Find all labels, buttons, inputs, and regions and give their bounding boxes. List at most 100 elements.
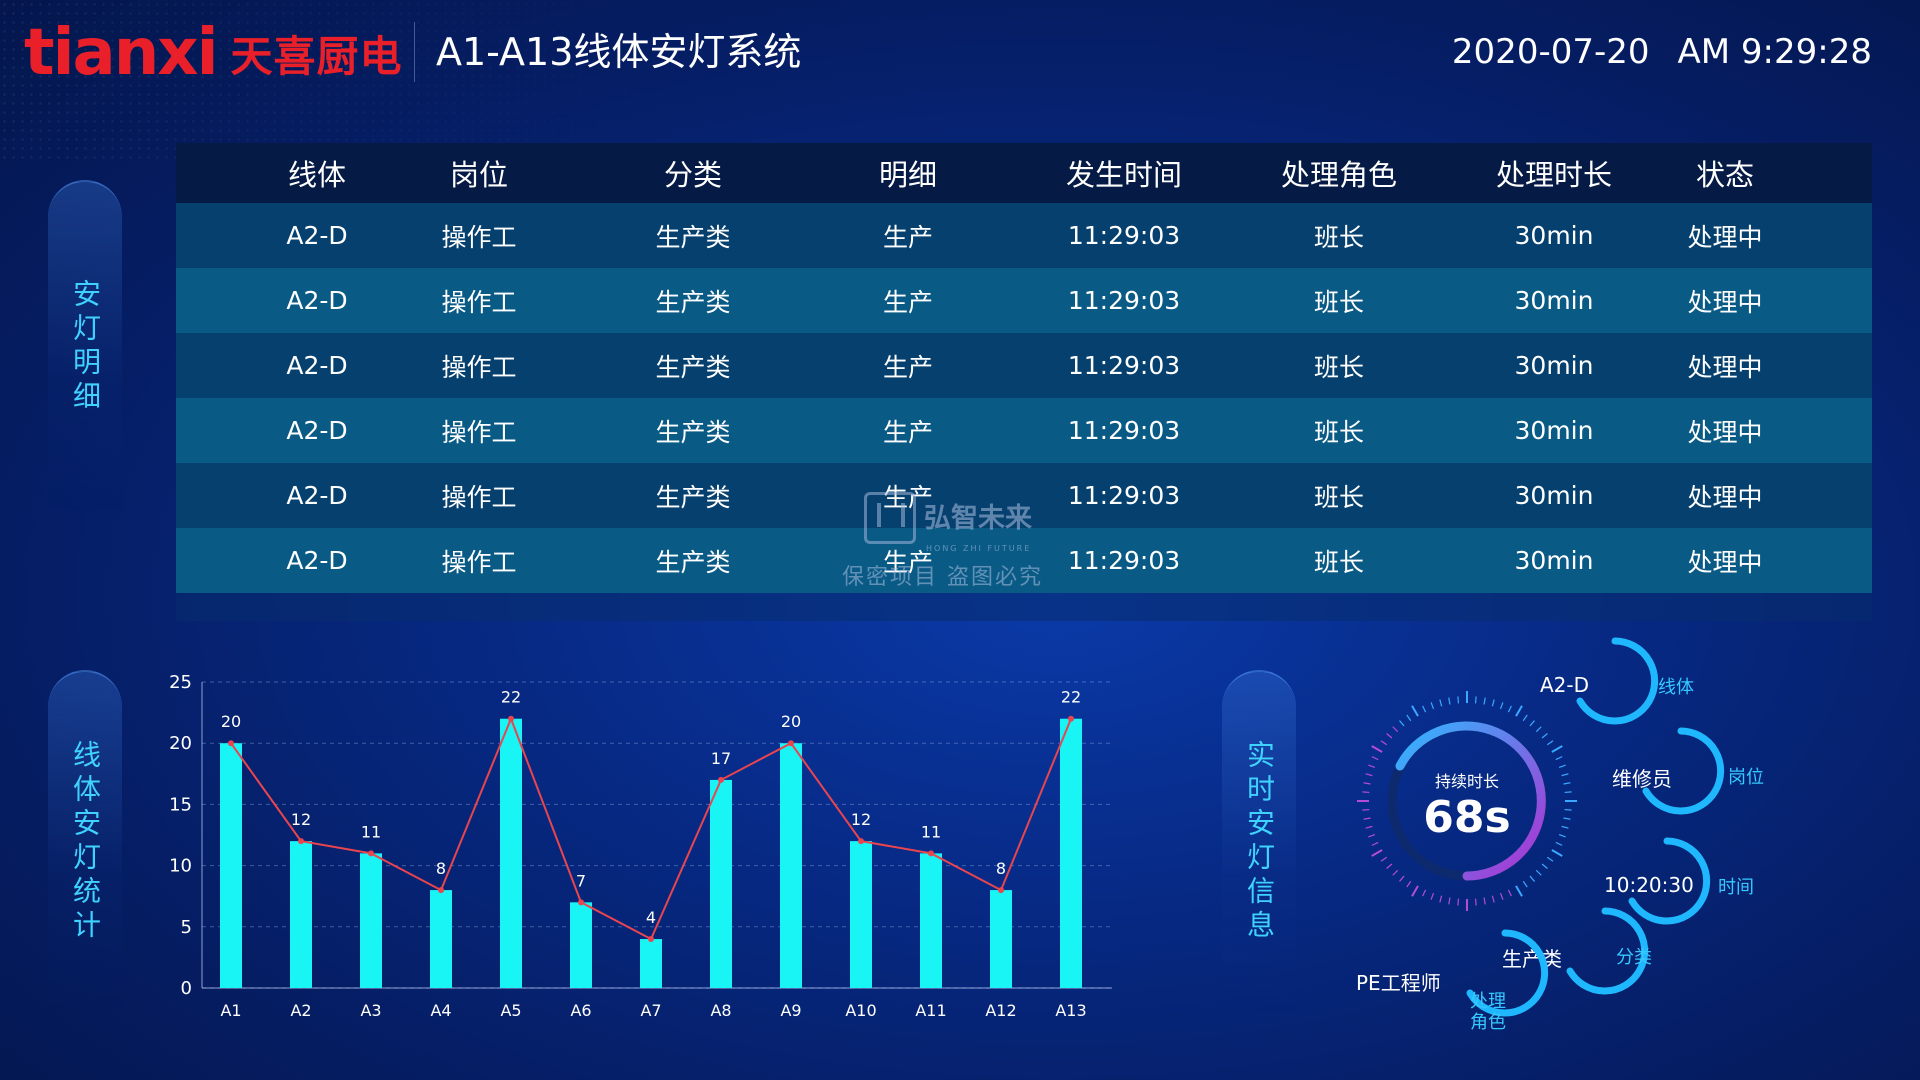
- cell-status: 处理中: [1687, 482, 1763, 512]
- cell-post: 操作工: [441, 417, 517, 447]
- chart-trend-point: [648, 936, 654, 943]
- gauge-tick: [1555, 756, 1563, 761]
- gauge-tick: [1535, 726, 1542, 733]
- logo-wordmark: tianxi: [24, 16, 218, 90]
- gauge-tick: [1541, 863, 1548, 869]
- gauge-tick: [1563, 817, 1571, 820]
- gauge-tick: [1368, 764, 1376, 769]
- date-text: 2020-07-20: [1451, 32, 1650, 72]
- chart-x-tick-label: A13: [1055, 1001, 1086, 1020]
- chart-data-label: 22: [501, 688, 521, 707]
- gauge-tick: [1561, 825, 1569, 829]
- cell-duration: 30min: [1514, 286, 1594, 315]
- column-header-detail: 明细: [878, 158, 937, 192]
- chart-bar: [290, 841, 312, 988]
- cell-status: 处理中: [1687, 352, 1763, 382]
- gauge-tick: [1491, 699, 1495, 707]
- cell-status: 处理中: [1687, 417, 1763, 447]
- cell-detail: 生产: [882, 547, 933, 577]
- table-row[interactable]: A2-D 操作工 生产类 生产 11:29:03 班长 30min 处理中: [176, 528, 1872, 593]
- cell-post: 操作工: [441, 352, 517, 382]
- gauge-tick: [1522, 714, 1528, 722]
- cell-line: A2-D: [286, 416, 348, 445]
- chart-data-label: 12: [291, 810, 311, 829]
- gauge-tick: [1564, 791, 1572, 794]
- duration-label: 持续时长: [1434, 772, 1499, 791]
- duration-value: 68s: [1423, 792, 1511, 843]
- cell-detail: 生产: [882, 352, 933, 382]
- cell-category: 生产类: [655, 547, 731, 577]
- cell-category: 生产类: [655, 417, 731, 447]
- column-header-occur-time: 发生时间: [1065, 158, 1182, 192]
- gauge-tick: [1551, 849, 1563, 857]
- ring-line: [1576, 637, 1659, 725]
- gauge-tick: [1371, 849, 1383, 857]
- table-row[interactable]: A2-D 操作工 生产类 生产 11:29:03 班长 30min 处理中: [176, 463, 1872, 528]
- chart-data-label: 20: [221, 712, 241, 731]
- realtime-role-value: PE工程师: [1356, 971, 1441, 995]
- cell-line: A2-D: [286, 481, 348, 510]
- chart-trend-point: [298, 838, 304, 845]
- gauge-tick: [1406, 714, 1412, 722]
- chart-bar: [430, 890, 452, 988]
- gauge-tick: [1368, 833, 1376, 838]
- cell-handler-role: 班长: [1313, 222, 1364, 252]
- gauge-tick: [1392, 726, 1399, 733]
- gauge-tick: [1399, 875, 1405, 882]
- realtime-post-caption: 岗位: [1728, 767, 1764, 788]
- gauge-tick: [1457, 898, 1460, 906]
- chart-bar: [220, 743, 242, 988]
- realtime-time-value: 10:20:30: [1604, 873, 1694, 897]
- side-label-realtime: 实时安灯信息: [1222, 670, 1296, 1012]
- gauge-tick: [1483, 697, 1486, 705]
- cell-category: 生产类: [655, 352, 731, 382]
- gauge-tick: [1430, 702, 1435, 710]
- page-title: A1-A13线体安灯系统: [436, 30, 802, 74]
- cell-duration: 30min: [1514, 546, 1594, 575]
- chart-x-tick-label: A2: [290, 1001, 311, 1020]
- duration-gauge: [1357, 691, 1577, 911]
- gauge-tick: [1365, 773, 1373, 777]
- side-label-stats: 线体安灯统计: [48, 670, 122, 1012]
- background-pattern: [0, 0, 760, 160]
- gauge-tick: [1380, 856, 1388, 862]
- chart-x-tick-label: A9: [780, 1001, 801, 1020]
- cell-occur-time: 11:29:03: [1067, 481, 1181, 510]
- column-header-handler-role: 处理角色: [1280, 158, 1397, 192]
- gauge-tick: [1563, 782, 1571, 785]
- chart-trend-point: [438, 887, 444, 894]
- chart-data-label: 22: [1061, 688, 1081, 707]
- cell-status: 处理中: [1687, 222, 1763, 252]
- column-header-post: 岗位: [449, 158, 508, 192]
- cell-category: 生产类: [655, 222, 731, 252]
- cell-occur-time: 11:29:03: [1067, 351, 1181, 380]
- cell-occur-time: 11:29:03: [1067, 221, 1181, 250]
- gauge-tick: [1541, 733, 1548, 739]
- chart-bar: [780, 743, 802, 988]
- cell-detail: 生产: [882, 222, 933, 252]
- chart-y-tick-label: 5: [181, 917, 192, 938]
- chart-trend-point: [228, 740, 234, 747]
- gauge-tick: [1474, 696, 1477, 704]
- table-body: A2-D 操作工 生产类 生产 11:29:03 班长 30min 处理中 A2…: [176, 203, 1872, 593]
- chart-x-tick-label: A3: [360, 1001, 381, 1020]
- gauge-ticks: [1357, 691, 1577, 911]
- table-row[interactable]: A2-D 操作工 生产类 生产 11:29:03 班长 30min 处理中: [176, 268, 1872, 333]
- gauge-tick: [1362, 808, 1370, 811]
- gauge-tick: [1499, 702, 1504, 710]
- table-row[interactable]: A2-D 操作工 生产类 生产 11:29:03 班长 30min 处理中: [176, 333, 1872, 398]
- chart-data-label: 17: [711, 749, 731, 768]
- cell-line: A2-D: [286, 221, 348, 250]
- gauge-tick: [1430, 892, 1435, 900]
- chart-x-tick-label: A7: [640, 1001, 661, 1020]
- table-row[interactable]: A2-D 操作工 生产类 生产 11:29:03 班长 30min 处理中: [176, 203, 1872, 268]
- gauge-tick: [1411, 885, 1419, 897]
- table-row[interactable]: A2-D 操作工 生产类 生产 11:29:03 班长 30min 处理中: [176, 398, 1872, 463]
- chart-y-tick-label: 10: [169, 856, 192, 877]
- chart-y-tick-label: 25: [169, 672, 192, 693]
- gauge-tick: [1546, 856, 1554, 862]
- gauge-tick: [1386, 733, 1393, 739]
- realtime-category-caption: 分类: [1616, 947, 1652, 968]
- chart-x-tick-label: A8: [710, 1001, 731, 1020]
- cell-post: 操作工: [441, 547, 517, 577]
